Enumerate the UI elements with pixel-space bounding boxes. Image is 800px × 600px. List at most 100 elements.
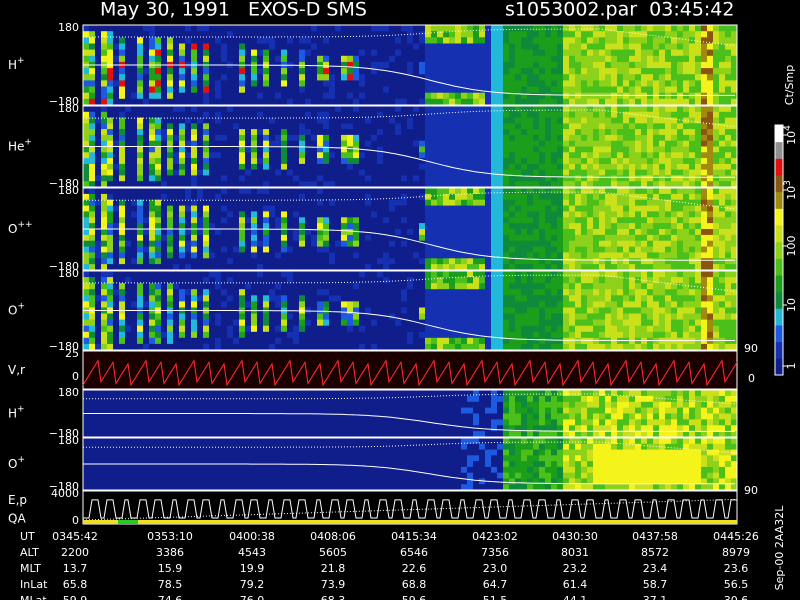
- cell: [419, 169, 425, 176]
- cell: [269, 80, 275, 88]
- cell: [659, 31, 665, 38]
- cell: [527, 169, 533, 176]
- cell: [443, 61, 449, 69]
- cell: [197, 134, 203, 142]
- cell: [317, 123, 323, 130]
- cell: [233, 175, 239, 182]
- cell: [257, 240, 263, 248]
- cell: [257, 80, 263, 88]
- cell: [509, 181, 515, 188]
- cell: [143, 134, 149, 142]
- cell: [653, 129, 659, 136]
- cell: [413, 175, 419, 182]
- cell: [395, 211, 401, 218]
- cell: [371, 252, 377, 259]
- cell: [101, 117, 107, 124]
- cell: [545, 140, 551, 147]
- cell: [581, 258, 587, 265]
- cell: [335, 146, 341, 153]
- cell: [719, 98, 725, 106]
- cell: [173, 92, 179, 100]
- cell: [509, 129, 515, 136]
- cell: [239, 234, 245, 242]
- cell: [419, 152, 425, 159]
- cell: [155, 129, 161, 136]
- cell: [329, 80, 335, 88]
- cell: [653, 80, 659, 88]
- cell: [161, 106, 167, 113]
- cell: [263, 313, 269, 321]
- cell: [533, 199, 539, 207]
- cell: [569, 74, 575, 81]
- cell: [269, 49, 275, 57]
- cell: [203, 175, 209, 182]
- cell: [731, 223, 737, 230]
- cell: [407, 211, 413, 218]
- cell: [731, 252, 737, 259]
- cell: [365, 92, 371, 100]
- cell: [479, 68, 485, 75]
- cell: [245, 80, 251, 88]
- cell: [635, 68, 641, 75]
- cell: [95, 343, 101, 351]
- cell: [437, 152, 443, 159]
- cell: [311, 49, 317, 57]
- cell: [155, 68, 161, 75]
- cell: [371, 146, 377, 153]
- cell: [647, 80, 653, 88]
- cell: [461, 117, 467, 124]
- cell: [701, 61, 707, 69]
- cell: [113, 146, 119, 153]
- cell: [311, 313, 317, 321]
- cell: [365, 140, 371, 147]
- cell: [719, 49, 725, 57]
- cell: [251, 86, 257, 94]
- cell: [215, 181, 221, 188]
- cell: [611, 123, 617, 130]
- cell: [419, 123, 425, 130]
- cell: [137, 343, 143, 351]
- cell: [347, 80, 353, 88]
- cell: [341, 240, 347, 248]
- cell: [491, 223, 497, 230]
- cell: [719, 193, 725, 201]
- cell: [497, 146, 503, 153]
- cell: [599, 264, 605, 271]
- cell: [263, 31, 269, 38]
- cell: [629, 98, 635, 106]
- cell: [725, 234, 731, 242]
- cell: [563, 37, 569, 44]
- cell: [353, 252, 359, 259]
- cell: [131, 258, 137, 265]
- cell: [287, 86, 293, 94]
- cell: [533, 163, 539, 171]
- cell: [173, 37, 179, 44]
- cell: [491, 55, 497, 63]
- cell: [731, 181, 737, 188]
- cell: [83, 319, 89, 327]
- cell: [701, 37, 707, 44]
- cell: [527, 68, 533, 75]
- cell: [395, 188, 401, 195]
- cell: [503, 98, 509, 106]
- cell: [527, 199, 533, 207]
- cell: [395, 111, 401, 119]
- cell: [137, 86, 143, 94]
- cell: [113, 68, 119, 75]
- cell: [113, 271, 119, 278]
- cell: [395, 234, 401, 242]
- cell: [167, 158, 173, 165]
- cell: [227, 343, 233, 351]
- cell: [119, 106, 125, 113]
- cell: [413, 129, 419, 136]
- cell: [143, 37, 149, 44]
- cell: [389, 37, 395, 44]
- cell: [197, 106, 203, 113]
- cell: [497, 68, 503, 75]
- cell: [275, 152, 281, 159]
- cell: [425, 146, 431, 153]
- cell: [419, 158, 425, 165]
- cell: [359, 86, 365, 94]
- cell: [431, 43, 437, 51]
- cell: [419, 49, 425, 57]
